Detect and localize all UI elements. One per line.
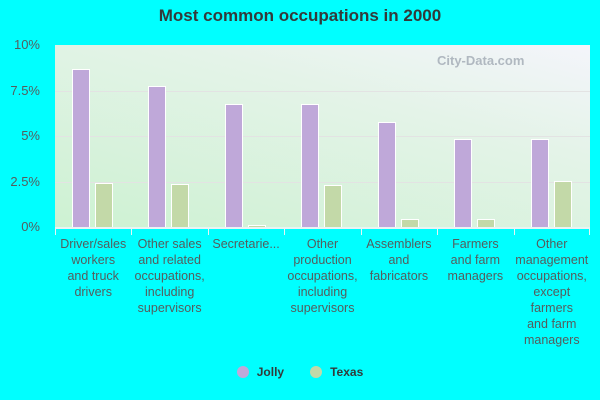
x-axis-line xyxy=(55,227,590,229)
bar-texas[interactable] xyxy=(171,184,190,227)
x-tick xyxy=(513,227,515,235)
gridline xyxy=(55,182,590,183)
bar-jolly[interactable] xyxy=(301,104,320,227)
bar-jolly[interactable] xyxy=(454,138,473,227)
bar-texas[interactable] xyxy=(324,185,343,227)
legend-item-jolly[interactable]: Jolly xyxy=(236,365,285,379)
x-tick xyxy=(131,227,133,235)
bar-texas[interactable] xyxy=(400,218,419,227)
legend-texas-swatch-icon xyxy=(310,366,323,378)
bar-texas[interactable] xyxy=(247,225,266,227)
x-tick xyxy=(437,227,439,235)
legend-label: Texas xyxy=(330,365,364,379)
bar-jolly[interactable] xyxy=(530,138,549,227)
gridline xyxy=(55,91,590,92)
y-tick-label: 10% xyxy=(13,37,40,52)
x-tick-label: Driver/sales workers and truck drivers xyxy=(60,237,127,299)
x-tick-label: Assemblers and fabricators xyxy=(366,237,432,283)
bar-jolly[interactable] xyxy=(377,122,396,227)
y-tick-label: 2.5% xyxy=(10,174,40,189)
x-tick-label: Other management occupations, except far… xyxy=(515,237,589,347)
x-tick xyxy=(360,227,362,235)
legend-jolly-swatch-icon xyxy=(236,366,249,378)
legend: Jolly Texas xyxy=(0,365,600,379)
watermark: City-Data.com xyxy=(437,53,525,68)
y-tick-label: 5% xyxy=(21,128,40,143)
gridline xyxy=(55,136,590,137)
x-tick-label: Farmers and farm managers xyxy=(447,237,504,283)
x-tick-label: Secretarie... xyxy=(212,237,280,251)
y-tick-label: 7.5% xyxy=(10,83,40,98)
bar-texas[interactable] xyxy=(553,180,572,227)
x-tick-label: Other sales and related occupations, inc… xyxy=(134,237,205,315)
bar-jolly[interactable] xyxy=(148,85,167,227)
bar-texas[interactable] xyxy=(477,218,496,227)
bar-jolly[interactable] xyxy=(72,68,90,227)
bar-texas[interactable] xyxy=(95,183,113,227)
legend-item-texas[interactable]: Texas xyxy=(310,365,363,379)
x-tick xyxy=(284,227,286,235)
plot-area: City-Data.com xyxy=(55,45,590,227)
legend-label: Jolly xyxy=(256,365,285,379)
bar-jolly[interactable] xyxy=(224,104,243,227)
x-tick xyxy=(589,227,590,235)
x-tick xyxy=(207,227,209,235)
chart-title: Most common occupations in 2000 xyxy=(158,6,442,25)
x-tick-label: Other production occupations, including … xyxy=(287,237,358,315)
x-tick xyxy=(55,227,56,235)
y-tick-label: 0% xyxy=(21,219,40,234)
